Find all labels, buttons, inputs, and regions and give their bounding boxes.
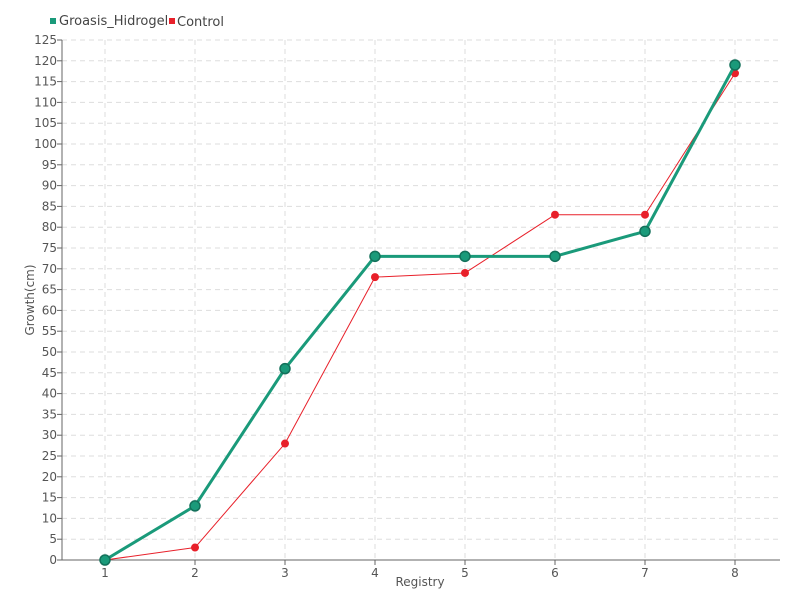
y-tick-label: 40 bbox=[42, 387, 57, 401]
y-tick-label: 5 bbox=[49, 532, 57, 546]
y-axis-title: Growth(cm) bbox=[23, 264, 37, 335]
y-tick-label: 35 bbox=[42, 407, 57, 421]
legend-swatch-groasis-hidrogel bbox=[50, 18, 56, 24]
series-line-groasis-hidrogel bbox=[104, 64, 737, 562]
y-tick-label: 25 bbox=[42, 449, 57, 463]
series-line-control bbox=[104, 73, 736, 561]
y-tick-label: 75 bbox=[42, 241, 57, 255]
series-control bbox=[101, 69, 739, 564]
y-tick-label: 45 bbox=[42, 366, 57, 380]
data-point-groasis-hidrogel[interactable] bbox=[369, 250, 381, 263]
data-point-groasis-hidrogel[interactable] bbox=[99, 554, 111, 566]
x-tick-label: 8 bbox=[731, 566, 739, 580]
series-groasis-hidrogel bbox=[99, 59, 741, 566]
series bbox=[99, 59, 741, 566]
x-axis-title: Registry bbox=[395, 575, 444, 589]
y-tick-label: 95 bbox=[42, 158, 57, 172]
y-tick-label: 55 bbox=[42, 324, 57, 338]
data-point-groasis-hidrogel[interactable] bbox=[639, 225, 651, 238]
y-tick-label: 105 bbox=[34, 116, 57, 130]
data-point-groasis-hidrogel[interactable] bbox=[729, 59, 741, 71]
x-tick-label: 6 bbox=[551, 566, 559, 580]
y-tick-label: 70 bbox=[42, 262, 57, 276]
data-point-control[interactable] bbox=[371, 273, 379, 282]
legend-item-control[interactable]: Control bbox=[169, 15, 224, 30]
legend-item-groasis-hidrogel[interactable]: Groasis_Hidrogel bbox=[50, 14, 168, 29]
y-tick-label: 120 bbox=[34, 54, 57, 68]
y-tick-label: 100 bbox=[34, 137, 57, 151]
y-tick-label: 115 bbox=[34, 75, 57, 89]
axes bbox=[57, 39, 780, 565]
data-point-groasis-hidrogel[interactable] bbox=[549, 250, 561, 263]
y-tick-label: 20 bbox=[42, 470, 57, 484]
y-tick-label: 60 bbox=[42, 303, 57, 317]
data-point-control[interactable] bbox=[641, 210, 649, 219]
x-tick-label: 2 bbox=[191, 566, 199, 580]
y-tick-label: 30 bbox=[42, 428, 57, 442]
x-tick-label: 7 bbox=[641, 566, 649, 580]
legend-swatch-control bbox=[169, 18, 175, 24]
data-point-control[interactable] bbox=[191, 543, 199, 552]
legend-label-control: Control bbox=[177, 15, 224, 30]
data-point-groasis-hidrogel[interactable] bbox=[459, 250, 471, 263]
data-point-groasis-hidrogel[interactable] bbox=[189, 500, 201, 512]
y-tick-label: 65 bbox=[42, 283, 57, 297]
x-tick-label: 5 bbox=[461, 566, 469, 580]
y-tick-label: 85 bbox=[42, 199, 57, 213]
x-tick-label: 3 bbox=[281, 566, 289, 580]
y-tick-label: 80 bbox=[42, 220, 57, 234]
x-tick-label: 1 bbox=[101, 566, 109, 580]
y-tick-label: 125 bbox=[34, 33, 57, 47]
y-tick-label: 110 bbox=[34, 95, 57, 109]
grid bbox=[62, 39, 780, 560]
data-point-control[interactable] bbox=[551, 210, 559, 219]
legend-label-groasis-hidrogel: Groasis_Hidrogel bbox=[59, 14, 168, 29]
x-tick-label: 4 bbox=[371, 566, 379, 580]
data-point-groasis-hidrogel[interactable] bbox=[279, 362, 291, 375]
x-tick-labels: 1 2 3 4 5 6 7 8 bbox=[101, 566, 739, 580]
y-tick-label: 15 bbox=[42, 491, 57, 505]
y-tick-label: 90 bbox=[42, 179, 57, 193]
data-point-control[interactable] bbox=[461, 268, 469, 277]
y-tick-labels: 0 5 10 15 20 25 30 35 40 45 50 55 60 65 70 75 80 85 90 95 10… bbox=[34, 33, 57, 567]
y-tick-label: 50 bbox=[42, 345, 57, 359]
y-tick-label: 10 bbox=[42, 511, 57, 525]
data-point-control[interactable] bbox=[281, 439, 289, 448]
legend: Groasis_Hidrogel Control bbox=[50, 14, 224, 30]
y-tick-label: 0 bbox=[49, 553, 57, 567]
